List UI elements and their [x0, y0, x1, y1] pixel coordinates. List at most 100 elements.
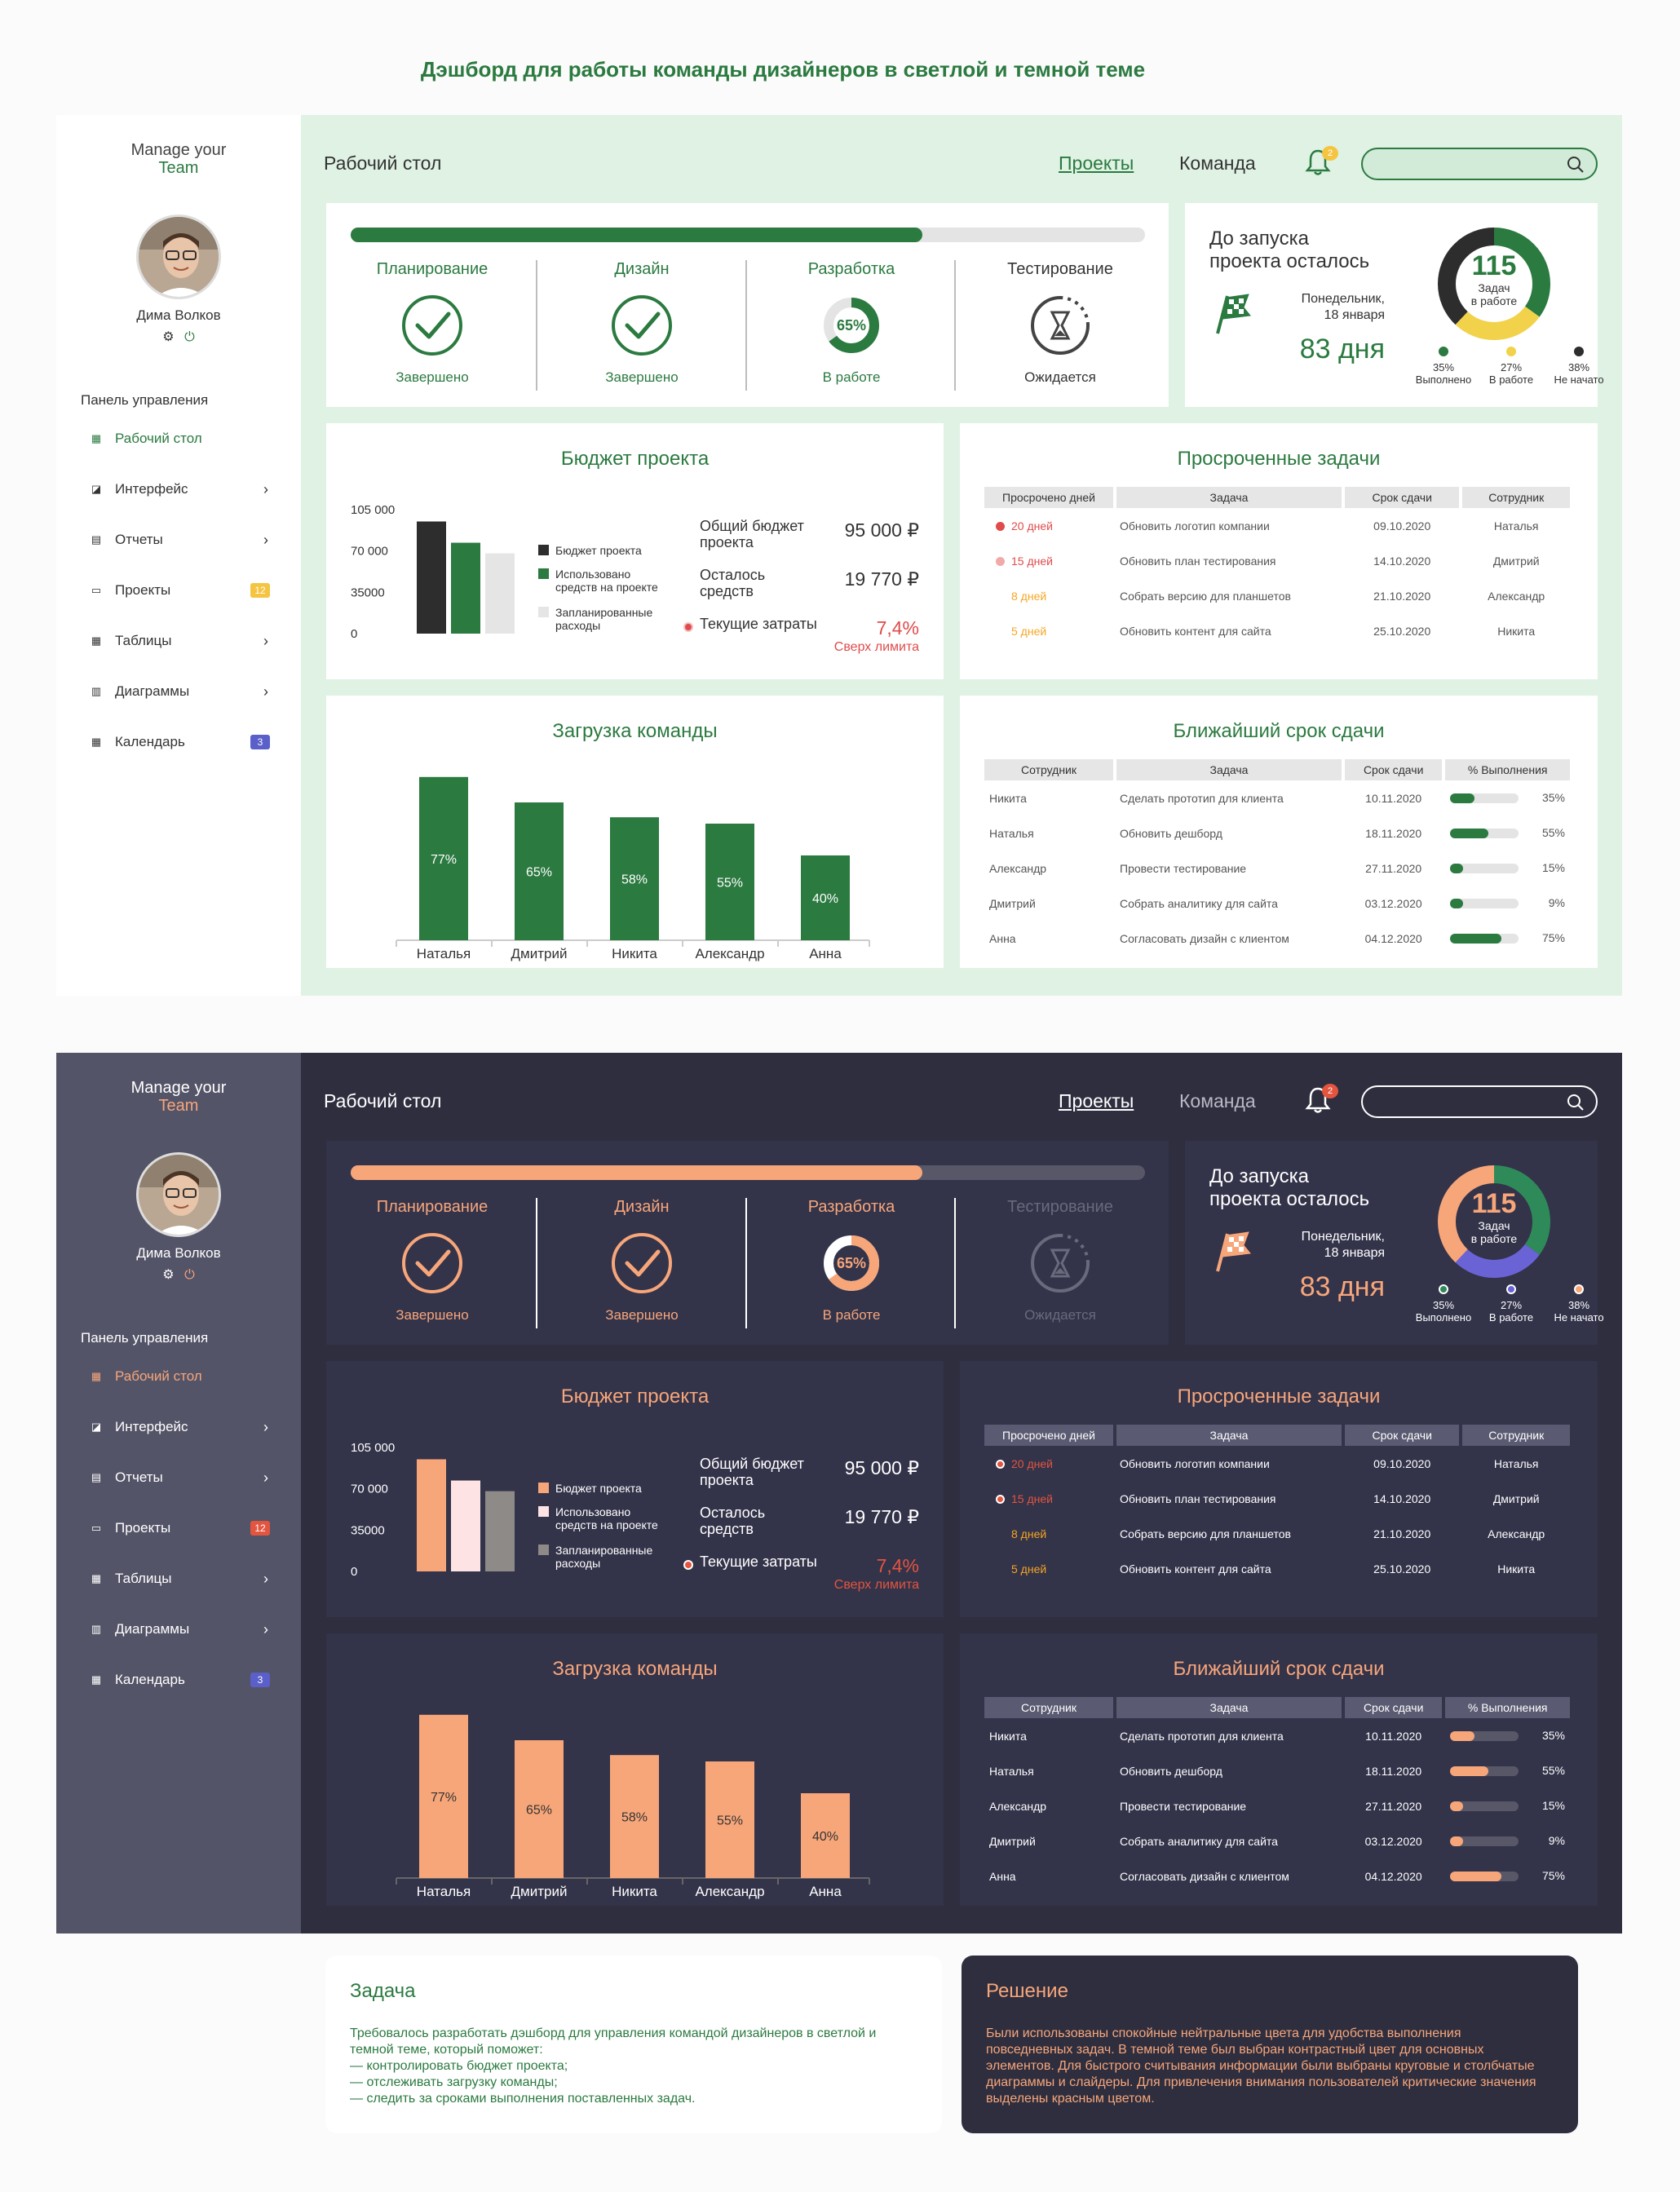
sidebar-item-3[interactable]: ▭ Проекты 12: [89, 578, 276, 603]
team-load-bar[interactable]: [515, 802, 564, 940]
chevron-right-icon: ›: [263, 1469, 268, 1486]
app-logo[interactable]: Manage your Team: [56, 1079, 301, 1115]
gear-icon[interactable]: ⚙: [162, 1268, 175, 1282]
budget-bar[interactable]: [417, 1459, 446, 1571]
nav-link-team[interactable]: Команда: [1179, 1090, 1256, 1111]
sidebar-item-5[interactable]: ▥ Диаграммы ›: [89, 679, 276, 704]
avatar[interactable]: [136, 214, 221, 299]
table-row[interactable]: 20 дней Обновить логотип компании 09.10.20…: [984, 508, 1572, 543]
column-header[interactable]: Сотрудник: [1461, 487, 1573, 508]
team-load-bar[interactable]: [705, 1761, 754, 1878]
table-row[interactable]: Александр Провести тестирование 27.11.2020…: [984, 851, 1572, 886]
x-category-label: Дмитрий: [511, 946, 568, 961]
stage-name: Разработка: [807, 260, 895, 278]
search-input[interactable]: [1361, 148, 1598, 180]
table-row[interactable]: Наталья Обновить дешборд 18.11.2020 55%: [984, 1753, 1572, 1788]
search-input[interactable]: [1361, 1085, 1598, 1118]
stage-done[interactable]: Планирование Завершено: [330, 260, 534, 391]
stage-done[interactable]: Дизайн Завершено: [540, 1198, 744, 1328]
column-header[interactable]: Задача: [1115, 1425, 1345, 1446]
table-row[interactable]: Дмитрий Собрать аналитику для сайта 03.12.…: [984, 1823, 1572, 1858]
budget-bar[interactable]: [485, 553, 515, 634]
column-header[interactable]: Задача: [1115, 759, 1345, 780]
table-row[interactable]: 5 дней Обновить контент для сайта 25.10.20…: [984, 1551, 1572, 1586]
sidebar-item-1[interactable]: ◪ Интерфейс ›: [89, 1415, 276, 1439]
sidebar-item-1[interactable]: ◪ Интерфейс ›: [89, 477, 276, 502]
notification-badge: 2: [1322, 146, 1338, 161]
table-row[interactable]: Анна Согласовать дизайн с клиентом 04.12.2…: [984, 921, 1572, 956]
budget-stat-note: Сверх лимита: [833, 640, 919, 654]
table-row[interactable]: Анна Согласовать дизайн с клиентом 04.12.2…: [984, 1858, 1572, 1894]
bar-value-label: 77%: [431, 853, 457, 867]
sidebar-item-6[interactable]: ▦ Календарь 3: [89, 730, 276, 754]
column-header[interactable]: Срок сдачи: [1343, 1697, 1446, 1718]
stage-progress[interactable]: Разработка 65% В работе: [749, 260, 953, 391]
stage-pending[interactable]: Тестирование Ожидается: [958, 260, 1162, 391]
team-load-bar[interactable]: [801, 1793, 850, 1878]
avatar[interactable]: [136, 1152, 221, 1237]
team-load-bar[interactable]: [515, 1740, 564, 1878]
table-row[interactable]: Александр Провести тестирование 27.11.2020…: [984, 1788, 1572, 1823]
search-icon[interactable]: [1567, 1094, 1585, 1111]
table-row[interactable]: 8 дней Собрать версию для планшетов 21.10.…: [984, 1516, 1572, 1551]
stage-pending[interactable]: Тестирование Ожидается: [958, 1198, 1162, 1328]
table-row[interactable]: 15 дней Обновить план тестирования 14.10.2…: [984, 543, 1572, 578]
sidebar-item-5[interactable]: ▥ Диаграммы ›: [89, 1617, 276, 1642]
app-logo[interactable]: Manage your Team: [56, 141, 301, 177]
sidebar-item-0[interactable]: ▦ Рабочий стол: [89, 426, 276, 451]
team-load-bar[interactable]: [610, 1755, 659, 1878]
sidebar-item-label: Таблицы: [115, 633, 172, 648]
team-load-bar[interactable]: [419, 776, 468, 940]
table-row[interactable]: 20 дней Обновить логотип компании 09.10.20…: [984, 1446, 1572, 1481]
column-header[interactable]: % Выполнения: [1443, 759, 1573, 780]
nav-link-projects[interactable]: Проекты: [1059, 1090, 1134, 1111]
table-row[interactable]: 5 дней Обновить контент для сайта 25.10.20…: [984, 613, 1572, 648]
budget-bar[interactable]: [485, 1491, 515, 1571]
gear-icon[interactable]: ⚙: [162, 330, 175, 344]
column-header[interactable]: Просрочено дней: [984, 1425, 1116, 1446]
budget-chart: 0 35000 70 000 105 000: [351, 503, 515, 641]
search-icon[interactable]: [1567, 156, 1585, 174]
stage-done[interactable]: Дизайн Завершено: [540, 260, 744, 391]
sidebar-item-4[interactable]: ▦ Таблицы ›: [89, 629, 276, 653]
column-header[interactable]: % Выполнения: [1443, 1697, 1573, 1718]
stage-progress[interactable]: Разработка 65% В работе: [749, 1198, 953, 1328]
table-row[interactable]: Никита Сделать прототип для клиента 10.11.…: [984, 1718, 1572, 1753]
overdue-title: Просроченные задачи: [1177, 448, 1381, 470]
table-row[interactable]: 8 дней Собрать версию для планшетов 21.10.…: [984, 578, 1572, 613]
column-header[interactable]: Задача: [1115, 1697, 1345, 1718]
sidebar-item-2[interactable]: ▤ Отчеты ›: [89, 528, 276, 552]
sidebar-item-2[interactable]: ▤ Отчеты ›: [89, 1465, 276, 1490]
team-load-bar[interactable]: [801, 855, 850, 940]
team-load-bar[interactable]: [610, 817, 659, 940]
table-row[interactable]: 15 дней Обновить план тестирования 14.10.2…: [984, 1481, 1572, 1516]
column-header[interactable]: Срок сдачи: [1343, 1425, 1463, 1446]
column-header[interactable]: Сотрудник: [984, 1697, 1116, 1718]
table-row[interactable]: Никита Сделать прототип для клиента 10.11.…: [984, 780, 1572, 815]
team-load-bar[interactable]: [705, 824, 754, 940]
column-header[interactable]: Срок сдачи: [1343, 487, 1463, 508]
sidebar-item-label: Интерфейс: [115, 481, 188, 497]
column-header[interactable]: Срок сдачи: [1343, 759, 1446, 780]
team-load-bar[interactable]: [419, 1714, 468, 1878]
sidebar-item-6[interactable]: ▦ Календарь 3: [89, 1668, 276, 1692]
column-header[interactable]: Задача: [1115, 487, 1345, 508]
nav-link-team[interactable]: Команда: [1179, 152, 1256, 174]
budget-bar[interactable]: [417, 521, 446, 634]
stage-done[interactable]: Планирование Завершено: [330, 1198, 534, 1328]
power-icon[interactable]: ⏻: [184, 1268, 195, 1282]
budget-bar[interactable]: [451, 542, 480, 634]
sidebar-item-0[interactable]: ▦ Рабочий стол: [89, 1364, 276, 1389]
progress-fill: [1450, 1766, 1488, 1776]
table-row[interactable]: Наталья Обновить дешборд 18.11.2020 55%: [984, 815, 1572, 851]
column-header[interactable]: Сотрудник: [984, 759, 1116, 780]
deadline-progress-cell: 75%: [1443, 921, 1572, 956]
nav-link-projects[interactable]: Проекты: [1059, 152, 1134, 174]
sidebar-item-3[interactable]: ▭ Проекты 12: [89, 1516, 276, 1540]
power-icon[interactable]: ⏻: [184, 330, 195, 344]
sidebar-item-4[interactable]: ▦ Таблицы ›: [89, 1567, 276, 1591]
column-header[interactable]: Сотрудник: [1461, 1425, 1573, 1446]
column-header[interactable]: Просрочено дней: [984, 487, 1116, 508]
budget-bar[interactable]: [451, 1480, 480, 1571]
table-row[interactable]: Дмитрий Собрать аналитику для сайта 03.12.…: [984, 886, 1572, 921]
